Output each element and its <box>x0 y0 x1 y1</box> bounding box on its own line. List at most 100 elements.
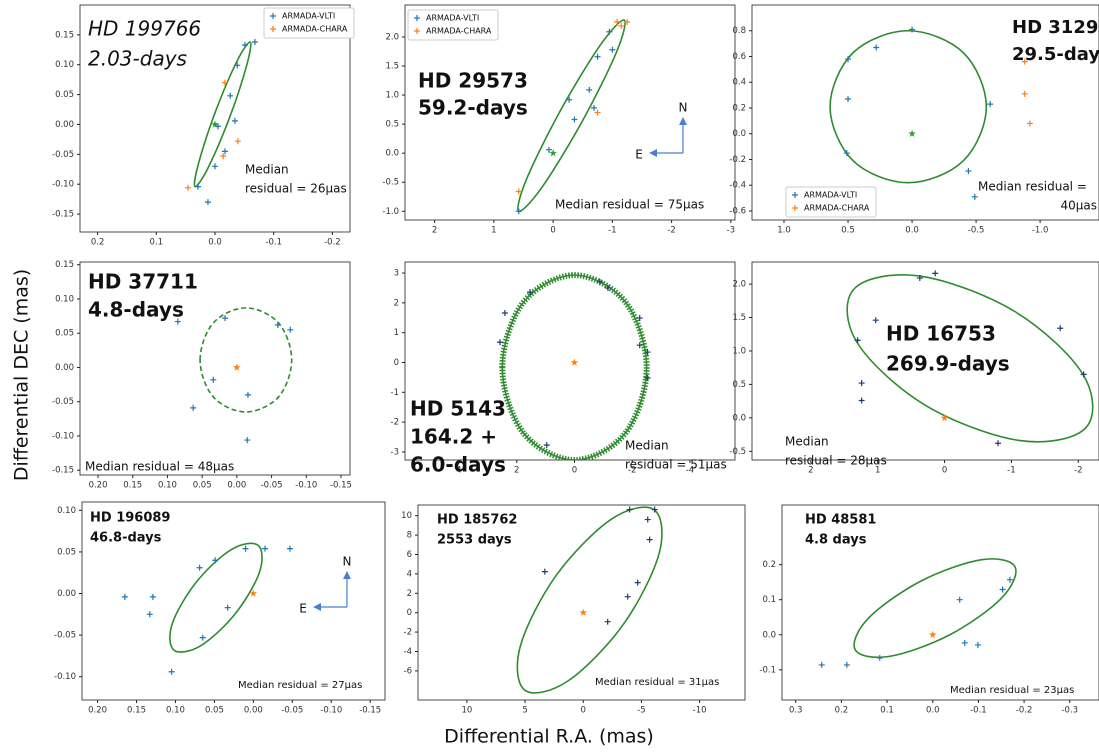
data-point <box>1021 58 1028 65</box>
data-point <box>571 116 578 123</box>
data-point <box>636 315 643 322</box>
plot-frame <box>79 4 351 233</box>
panel: 1.0 0.5 0.0 -0.5 -1.0 0.8 0.6 0.4 0.2 0.0 -0.2 -0.4… <box>729 4 1099 236</box>
y-tick-label: 0.05 <box>55 90 74 100</box>
data-point <box>644 349 651 356</box>
y-tick-label: 1.0 <box>385 91 399 101</box>
x-tick-label: -0.15 <box>359 706 381 716</box>
plot-frame <box>751 4 1099 221</box>
panel: 2 1 0 -1 -2 2.0 1.5 1.0 0.5 0.0 -0.5 HD 16753 269.9-… <box>729 261 1099 476</box>
median-residual: Median residual = 75μas <box>555 198 704 212</box>
data-point <box>196 564 203 571</box>
y-tick-label: -2 <box>391 418 399 428</box>
panel: 0.2 0.1 0.0 -0.1 -0.2 0.15 0.10 0.05 0.00 -0.05 -0… <box>52 4 355 248</box>
compass-arrow <box>655 123 684 154</box>
y-tick-label: 0 <box>394 358 399 368</box>
primary-star <box>249 589 258 597</box>
median-residual: residual = 51μas <box>625 458 727 472</box>
data-point <box>872 317 879 324</box>
y-tick-label: 3 <box>394 269 399 279</box>
x-tick-label: 2 <box>514 466 519 476</box>
y-tick-label: -0.05 <box>52 397 74 407</box>
primary-star <box>908 129 916 137</box>
data-point <box>1080 371 1087 378</box>
x-axis-label: Differential R.A. (mas) <box>444 726 654 748</box>
primary-star <box>570 358 579 366</box>
panel-title: 4.8 days <box>805 533 867 548</box>
y-tick-label: -0.5 <box>382 178 399 188</box>
x-tick-label: 1.0 <box>777 226 791 236</box>
data-point <box>543 442 550 449</box>
x-tick-label: 0.20 <box>88 706 107 716</box>
data-point <box>234 138 241 145</box>
legend-marker <box>414 28 420 34</box>
x-tick-label: -0.2 <box>324 238 341 248</box>
data-point <box>644 374 651 381</box>
data-point <box>286 545 293 552</box>
data-point <box>220 153 227 160</box>
y-tick-label: 0.00 <box>57 589 76 599</box>
panel: 0.3 0.2 0.1 0.0 -0.1 -0.2 -0.3 0.2 0.1 0.0 -0.1 HD … <box>759 504 1099 716</box>
median-residual: 40μas <box>1060 199 1097 213</box>
y-tick-label: -1.0 <box>382 207 399 217</box>
data-point <box>858 380 865 387</box>
y-tick-label: -0.5 <box>729 447 746 457</box>
data-point <box>596 278 603 285</box>
data-point <box>545 146 552 153</box>
data-point <box>146 611 153 618</box>
data-point <box>1006 576 1013 583</box>
data-point <box>987 101 994 108</box>
median-residual: residual = 26μas <box>245 182 347 196</box>
orbit-fit <box>199 307 293 413</box>
data-point <box>541 568 548 575</box>
plot-frame <box>781 504 1099 701</box>
data-point <box>843 661 850 668</box>
y-tick-label: 0.1 <box>762 595 776 605</box>
x-tick-label: 1 <box>491 226 496 236</box>
y-tick-label: -0.10 <box>54 672 76 682</box>
panel: 4 2 0 -2 -4 3 2 1 0 -1 -2 -3 HD 5143 164.2 + 6.0-days M… <box>391 261 736 477</box>
x-tick-label: 0.10 <box>158 481 177 491</box>
median-residual: Median residual = <box>978 180 1087 194</box>
orbit-fit <box>516 506 663 694</box>
y-tick-label: 2 <box>407 589 412 599</box>
y-tick-label: 0.5 <box>732 380 746 390</box>
y-tick-label: -4 <box>404 647 412 657</box>
legend-label: ARMADA-CHARA <box>804 204 870 213</box>
data-point <box>644 516 651 523</box>
y-tick-label: 6 <box>407 550 412 560</box>
x-tick-label: -1.0 <box>1032 226 1049 236</box>
data-point <box>214 123 221 130</box>
data-point <box>961 639 968 646</box>
data-point <box>594 109 601 116</box>
y-tick-label: 2.0 <box>732 280 746 290</box>
data-point <box>149 593 156 600</box>
y-tick-label: 0.10 <box>55 294 74 304</box>
data-point <box>199 634 206 641</box>
data-point <box>624 593 631 600</box>
y-tick-label: -0.15 <box>52 466 74 476</box>
legend-marker <box>270 13 276 19</box>
y-tick-label: -0.2 <box>729 155 746 165</box>
compass-label: N <box>679 101 688 115</box>
legend-box <box>263 7 355 39</box>
x-tick-label: 0.1 <box>150 238 164 248</box>
data-point <box>1026 120 1033 127</box>
data-point <box>496 339 503 346</box>
data-point <box>527 289 534 296</box>
data-point <box>221 148 228 155</box>
primary-star <box>940 413 949 422</box>
panel-title: HD 48581 <box>805 513 876 528</box>
y-tick-label: -0.4 <box>729 181 746 191</box>
y-tick-label: 0.15 <box>55 30 74 40</box>
y-tick-label: 1.5 <box>732 313 746 323</box>
data-point <box>604 284 611 291</box>
data-point <box>174 318 181 325</box>
data-point <box>262 545 269 552</box>
y-tick-label: 0.0 <box>385 149 399 159</box>
plot-area <box>516 506 663 694</box>
median-residual: Median residual = 31μas <box>595 677 719 688</box>
y-tick-label: -0.10 <box>52 180 74 190</box>
y-tick-label: 0.6 <box>732 52 746 62</box>
